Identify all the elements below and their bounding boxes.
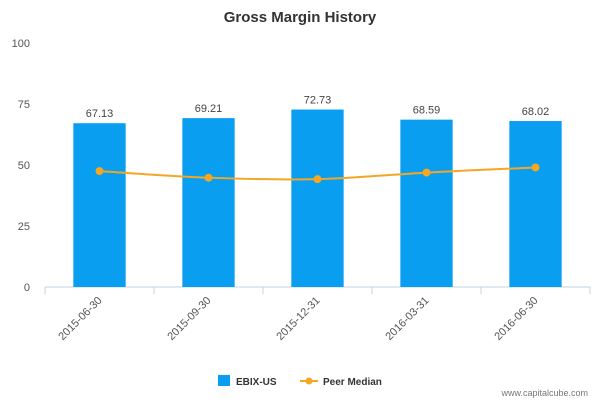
bar [291, 109, 344, 287]
bar-data-label: 68.59 [413, 105, 441, 117]
x-tick-label: 2015-12-31 [274, 295, 322, 343]
y-tick-label: 0 [24, 282, 30, 294]
watermark: www.capitalcube.com [500, 388, 588, 398]
peer-median-point [95, 167, 104, 176]
bar-data-label: 72.73 [304, 95, 332, 107]
peer-median-point [313, 175, 322, 184]
bar-data-label: 67.13 [86, 108, 114, 120]
bar-series [73, 109, 562, 288]
legend[interactable]: EBIX-US Peer Median [218, 375, 382, 388]
y-tick-label: 75 [18, 99, 30, 111]
bar-data-label: 69.21 [195, 103, 223, 115]
legend-swatch-ebix [218, 375, 230, 386]
legend-swatch-peer-median-marker [305, 377, 313, 385]
peer-median-series [95, 163, 540, 184]
y-tick-label: 50 [18, 160, 30, 172]
y-tick-label: 100 [12, 38, 30, 50]
peer-median-point [422, 168, 431, 177]
chart-title: Gross Margin History [224, 9, 377, 26]
legend-label-peer-median[interactable]: Peer Median [323, 377, 382, 388]
bar [73, 123, 126, 288]
x-axis: 2015-06-30 2015-09-30 2015-12-31 2016-03-31… [44, 286, 591, 343]
data-labels: 67.13 69.21 72.73 68.59 68.02 [86, 95, 550, 121]
legend-label-ebix[interactable]: EBIX-US [236, 377, 277, 388]
x-tick-label: 2015-06-30 [56, 295, 104, 343]
bar [509, 121, 562, 288]
peer-median-point [204, 173, 213, 182]
bar-data-label: 68.02 [522, 106, 550, 118]
x-tick-label: 2015-09-30 [165, 295, 213, 343]
y-axis: 0 25 50 75 100 [12, 38, 30, 294]
bar [400, 119, 453, 287]
bar [182, 118, 235, 288]
y-tick-label: 25 [18, 221, 30, 233]
x-tick-label: 2016-03-31 [383, 295, 431, 343]
x-tick-label: 2016-06-30 [492, 295, 540, 343]
peer-median-point [531, 163, 540, 172]
